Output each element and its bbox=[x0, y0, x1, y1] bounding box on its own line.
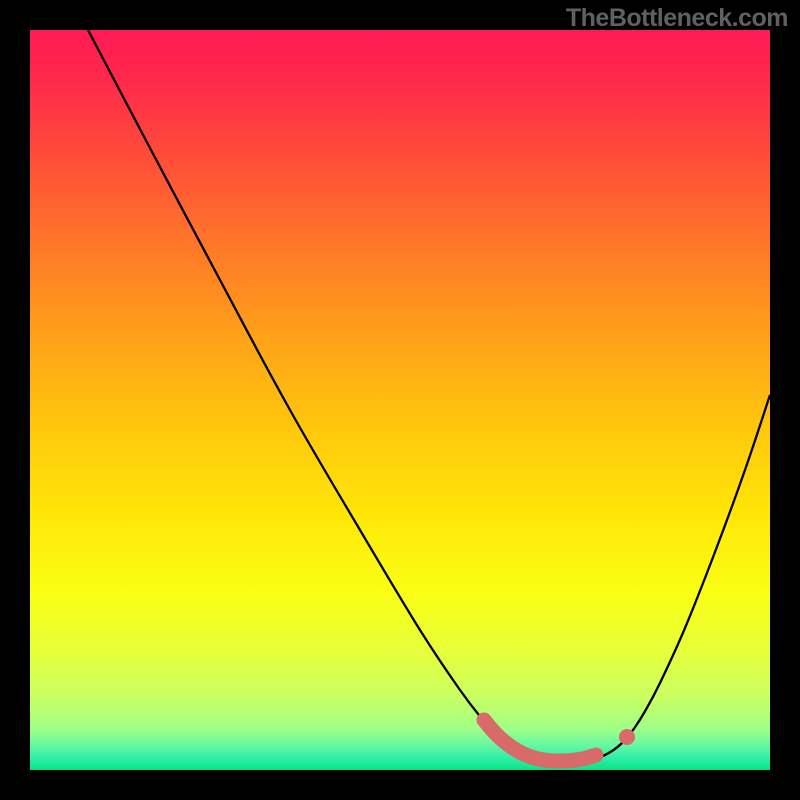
chart-frame: TheBottleneck.com bbox=[0, 0, 800, 800]
chart-svg bbox=[0, 0, 800, 800]
optimal-point-dot bbox=[619, 729, 635, 745]
plot-gradient-background bbox=[30, 30, 770, 770]
watermark-text: TheBottleneck.com bbox=[566, 4, 788, 33]
